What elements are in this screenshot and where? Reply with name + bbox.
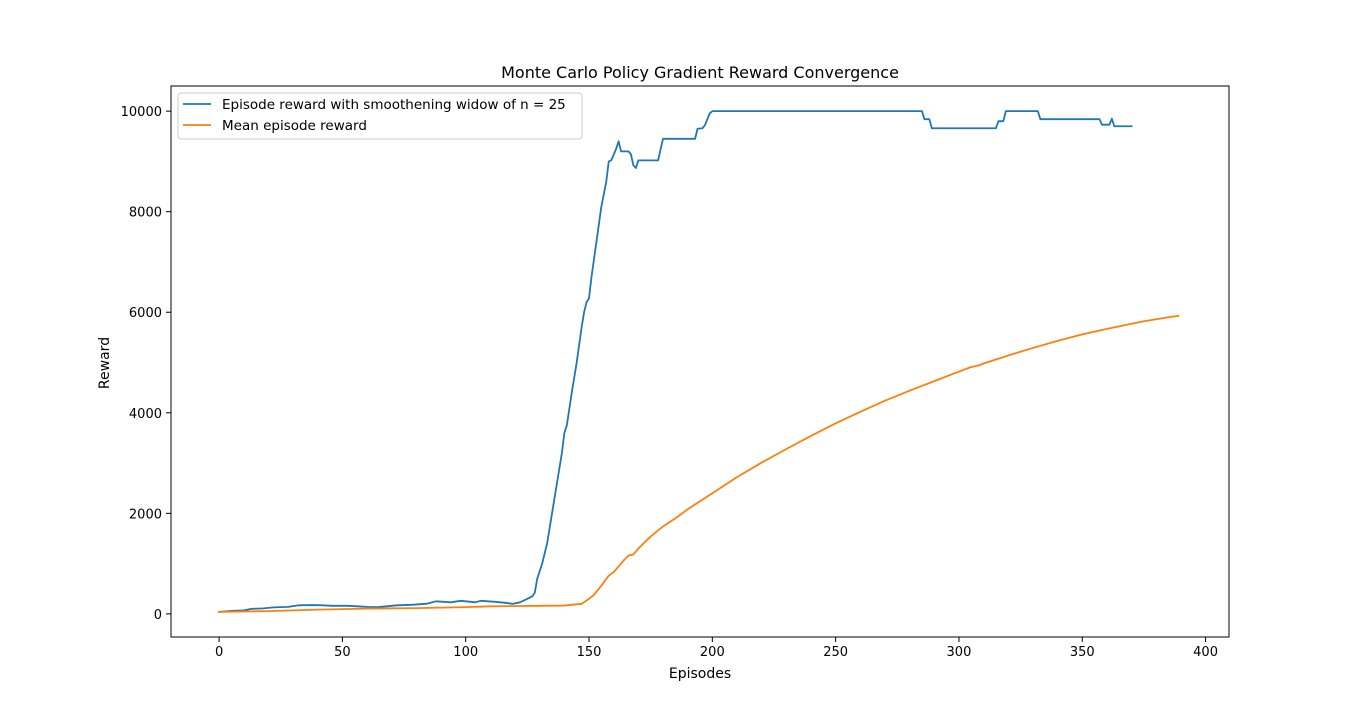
plot-frame bbox=[170, 85, 1230, 638]
y-tick-label: 2000 bbox=[129, 507, 162, 522]
legend-label-1: Episode reward with smoothening widow of… bbox=[222, 97, 566, 113]
x-tick-label: 400 bbox=[1193, 645, 1218, 660]
x-tick-label: 50 bbox=[334, 645, 351, 660]
y-tick-label: 0 bbox=[154, 608, 162, 623]
x-tick-label: 150 bbox=[577, 645, 602, 660]
y-tick-label: 6000 bbox=[129, 306, 162, 321]
y-axis-title: Reward bbox=[97, 337, 113, 389]
legend-label-2: Mean episode reward bbox=[222, 118, 367, 134]
x-tick-label: 300 bbox=[947, 645, 972, 660]
legend-box bbox=[177, 92, 583, 140]
chart-title: Monte Carlo Policy Gradient Reward Conve… bbox=[501, 63, 899, 82]
x-tick-label: 200 bbox=[700, 645, 725, 660]
series-layer bbox=[218, 110, 1180, 613]
y-tick-label: 8000 bbox=[129, 206, 162, 221]
series-line-1 bbox=[218, 110, 1133, 613]
x-tick-label: 250 bbox=[823, 645, 848, 660]
x-tick-label: 100 bbox=[453, 645, 478, 660]
axes-layer: 0 50 100 150 200 250 300 350 4000200040006000800… bbox=[121, 85, 1230, 660]
y-tick-label: 10000 bbox=[121, 105, 162, 120]
legend: Episode reward with smoothening widow of… bbox=[177, 92, 583, 140]
series-line-2 bbox=[218, 314, 1180, 613]
y-tick-label: 4000 bbox=[129, 407, 162, 422]
x-tick-label: 0 bbox=[215, 645, 223, 660]
x-axis-title: Episodes bbox=[669, 666, 731, 682]
x-tick-label: 350 bbox=[1070, 645, 1095, 660]
